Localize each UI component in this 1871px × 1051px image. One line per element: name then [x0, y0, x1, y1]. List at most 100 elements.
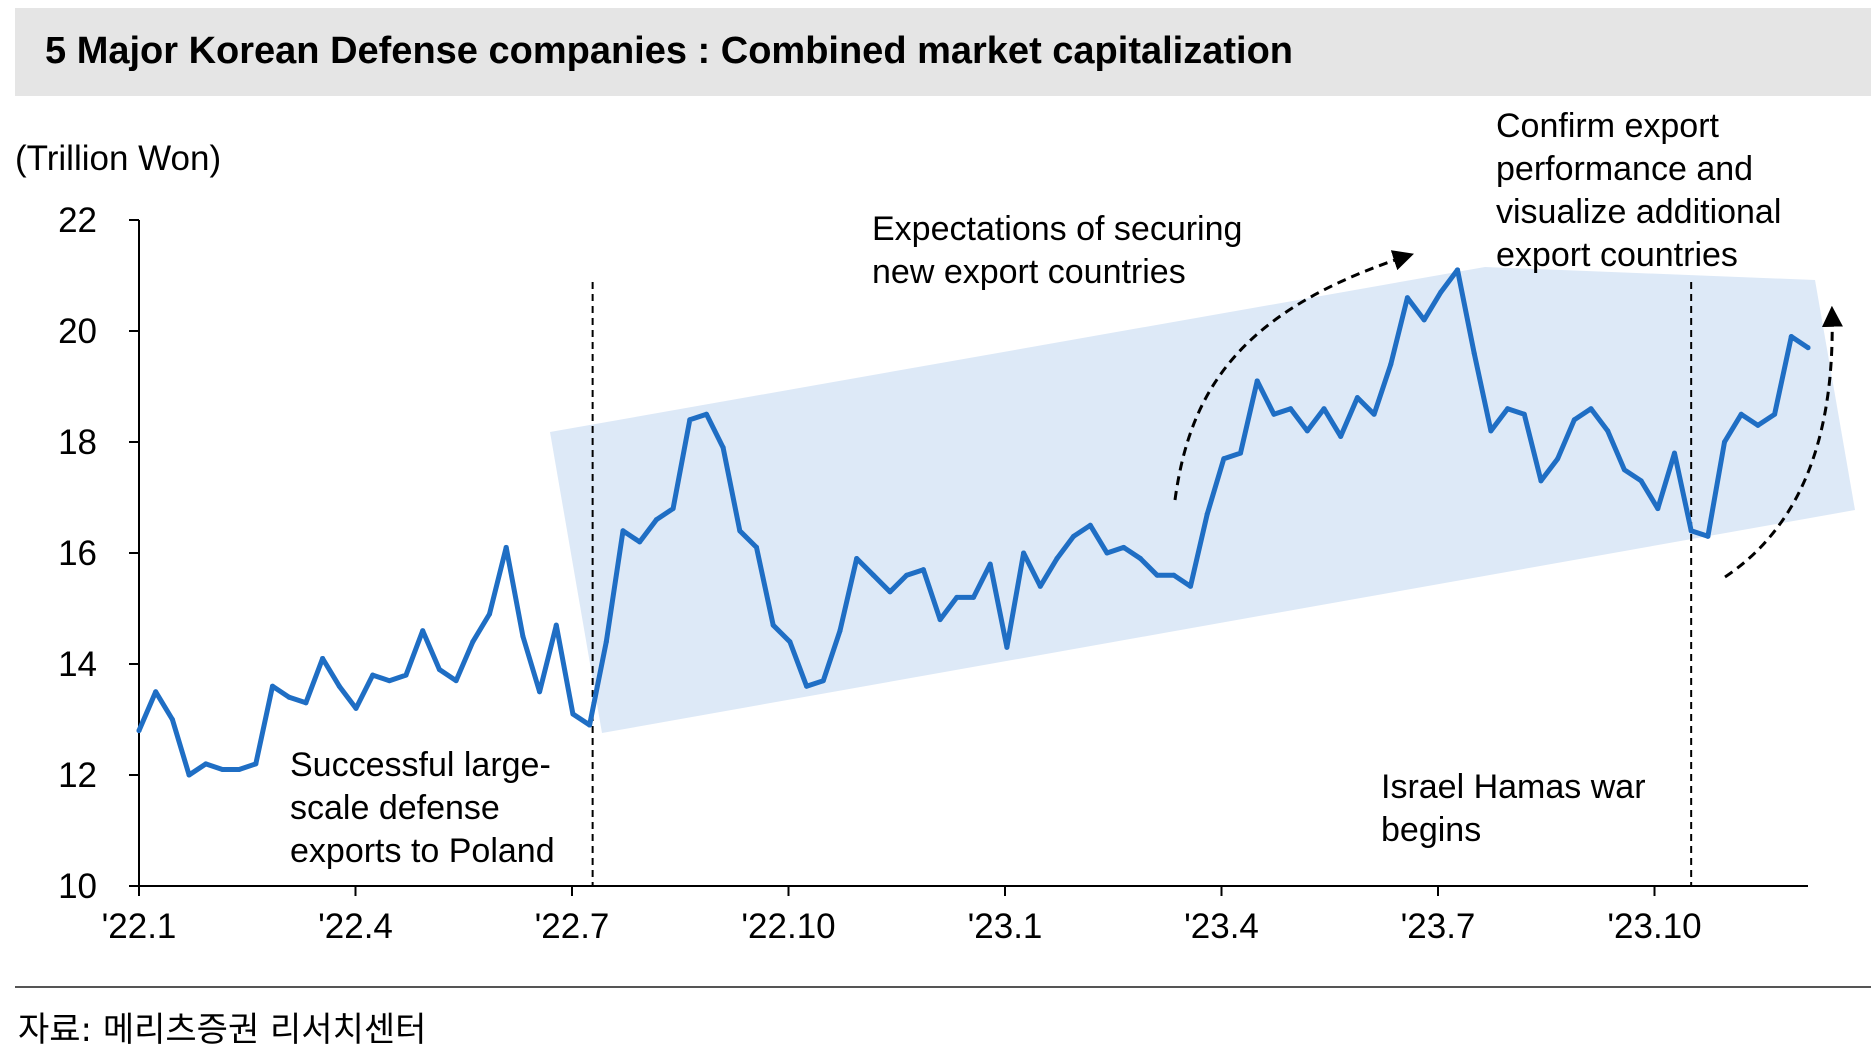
annotation-poland-line-2: scale defense — [290, 789, 500, 827]
y-tick-label: 12 — [58, 756, 97, 795]
data-point — [787, 639, 793, 645]
data-point — [637, 539, 643, 545]
arrow-confirm-export — [1724, 305, 1843, 579]
data-point — [420, 628, 426, 634]
data-point — [1722, 439, 1728, 445]
data-point — [1404, 295, 1410, 301]
data-point — [1738, 411, 1744, 417]
x-tick-label: '22.7 — [535, 907, 610, 946]
data-point — [770, 622, 776, 628]
annotation-confirm-line-2: performance and — [1496, 150, 1753, 188]
data-point — [653, 517, 659, 523]
x-tick-label: '22.10 — [741, 907, 835, 946]
arrow-new-export — [1173, 250, 1414, 501]
data-point — [1688, 528, 1694, 534]
data-point — [603, 639, 609, 645]
annotation-israel-line-1: Israel Hamas war — [1381, 768, 1646, 806]
y-tick-label: 18 — [58, 423, 97, 462]
data-point — [1638, 478, 1644, 484]
data-point — [453, 678, 459, 684]
data-point — [403, 672, 409, 678]
data-point — [1455, 267, 1461, 273]
source-divider — [15, 986, 1871, 988]
x-tick-label: '23.4 — [1184, 907, 1259, 946]
data-point — [1121, 544, 1127, 550]
data-point — [1788, 334, 1794, 340]
annotation-confirm-line-1: Confirm export — [1496, 107, 1720, 145]
data-point — [1438, 289, 1444, 295]
data-point — [937, 617, 943, 623]
data-point — [1488, 428, 1494, 434]
title-bar: 5 Major Korean Defense companies : Combi… — [15, 8, 1871, 96]
data-point — [1338, 433, 1344, 439]
data-point — [1054, 556, 1060, 562]
data-point — [336, 683, 342, 689]
chart-title: 5 Major Korean Defense companies : Combi… — [45, 30, 1293, 72]
data-point — [587, 722, 593, 728]
y-tick-label: 16 — [58, 534, 97, 573]
data-point — [1655, 506, 1661, 512]
data-point — [687, 417, 693, 423]
data-point — [1505, 406, 1511, 412]
data-point — [1605, 428, 1611, 434]
data-point — [503, 544, 509, 550]
data-point — [670, 506, 676, 512]
data-point — [754, 544, 760, 550]
data-point — [1204, 511, 1210, 517]
x-tick-label: '22.1 — [102, 907, 177, 946]
x-tick-label: '22.4 — [318, 907, 393, 946]
data-point — [1004, 644, 1010, 650]
data-point — [703, 411, 709, 417]
annotation-confirm-line-3: visualize additional — [1496, 193, 1781, 231]
data-point — [353, 705, 359, 711]
data-point — [303, 700, 309, 706]
data-point — [203, 761, 209, 767]
data-point — [1171, 572, 1177, 578]
annotation-new-export-line-1: Expectations of securing — [872, 210, 1242, 248]
data-point — [1288, 406, 1294, 412]
annotation-israel-line-2: begins — [1381, 811, 1481, 849]
data-point — [720, 445, 726, 451]
data-point — [1772, 411, 1778, 417]
data-point — [1087, 522, 1093, 528]
data-point — [904, 572, 910, 578]
data-point — [1755, 422, 1761, 428]
data-point — [1671, 450, 1677, 456]
data-point — [887, 589, 893, 595]
data-point — [320, 655, 326, 661]
data-point — [1254, 378, 1260, 384]
data-point — [1304, 428, 1310, 434]
y-tick-label: 14 — [58, 645, 97, 684]
data-point — [1471, 350, 1477, 356]
data-point — [1388, 361, 1394, 367]
data-point — [1137, 556, 1143, 562]
data-point — [1187, 583, 1193, 589]
data-point — [253, 761, 259, 767]
x-tick-label: '23.10 — [1607, 907, 1701, 946]
data-point — [1037, 583, 1043, 589]
data-point — [236, 766, 242, 772]
data-point — [804, 683, 810, 689]
data-point — [971, 594, 976, 600]
data-point — [537, 689, 543, 695]
y-axis-unit-label: (Trillion Won) — [15, 139, 221, 178]
data-point — [854, 556, 860, 562]
data-point — [270, 683, 276, 689]
data-point — [486, 611, 492, 617]
annotation-poland-line-1: Successful large- — [290, 746, 551, 784]
y-tick-label: 22 — [58, 201, 97, 240]
data-point — [153, 689, 159, 695]
data-point — [1571, 417, 1577, 423]
data-point — [1805, 345, 1811, 351]
data-point — [1705, 533, 1711, 539]
data-point — [1588, 406, 1594, 412]
data-point — [837, 628, 843, 634]
data-point — [1271, 411, 1277, 417]
annotation-poland-line-3: exports to Poland — [290, 832, 555, 870]
data-point — [219, 766, 225, 772]
data-point — [1521, 411, 1527, 417]
data-point — [186, 772, 192, 778]
data-point — [286, 694, 292, 700]
y-tick-label: 20 — [58, 312, 97, 351]
